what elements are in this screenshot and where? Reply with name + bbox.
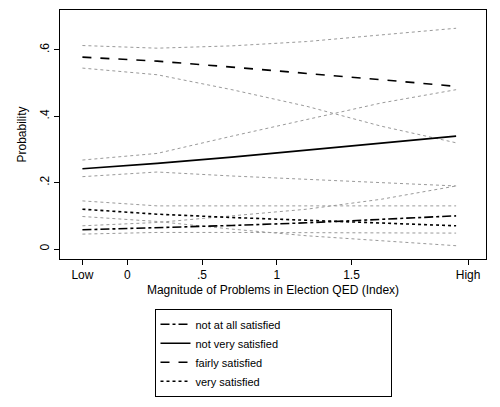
svg-text:not very satisfied: not very satisfied [196, 338, 279, 350]
svg-text:0: 0 [38, 244, 52, 251]
svg-text:Probability: Probability [15, 106, 29, 162]
svg-text:.5: .5 [197, 268, 207, 282]
svg-text:Magnitude of Problems in Elect: Magnitude of Problems in Election QED (I… [147, 283, 399, 297]
svg-text:.2: .2 [38, 176, 52, 186]
svg-text:High: High [456, 268, 481, 282]
svg-text:.4: .4 [38, 109, 52, 119]
svg-text:.6: .6 [38, 43, 52, 53]
svg-text:1: 1 [273, 268, 280, 282]
svg-text:0: 0 [124, 268, 131, 282]
svg-text:fairly satisfied: fairly satisfied [196, 357, 263, 369]
svg-text:very satisfied: very satisfied [196, 376, 260, 388]
svg-text:not at all satisfied: not at all satisfied [196, 319, 281, 331]
svg-text:Low: Low [71, 268, 93, 282]
svg-text:1.5: 1.5 [343, 268, 360, 282]
